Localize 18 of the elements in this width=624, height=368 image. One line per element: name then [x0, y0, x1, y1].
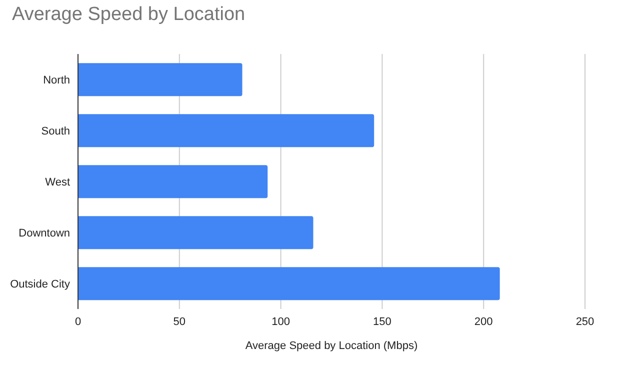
y-tick-label: Outside City	[10, 278, 70, 290]
y-tick-label: South	[41, 125, 70, 138]
x-tick-label: 100	[272, 316, 290, 328]
y-tick-label: West	[45, 176, 70, 188]
x-tick-label: 0	[74, 316, 82, 328]
bar	[78, 63, 242, 96]
bar	[78, 267, 500, 300]
y-tick-label: North	[43, 74, 70, 86]
bar	[78, 165, 268, 198]
chart-title: Average Speed by Location	[12, 4, 246, 26]
x-axis-title: Average Speed by Location (Mbps)	[245, 340, 418, 352]
bar	[78, 216, 314, 250]
y-tick-label: Downtown	[18, 227, 70, 240]
x-tick-label: 200	[474, 316, 493, 328]
x-tick-label: 250	[576, 316, 594, 328]
x-tick-label: 50	[173, 316, 186, 328]
bar	[78, 114, 374, 148]
x-tick-label: 150	[373, 316, 392, 328]
